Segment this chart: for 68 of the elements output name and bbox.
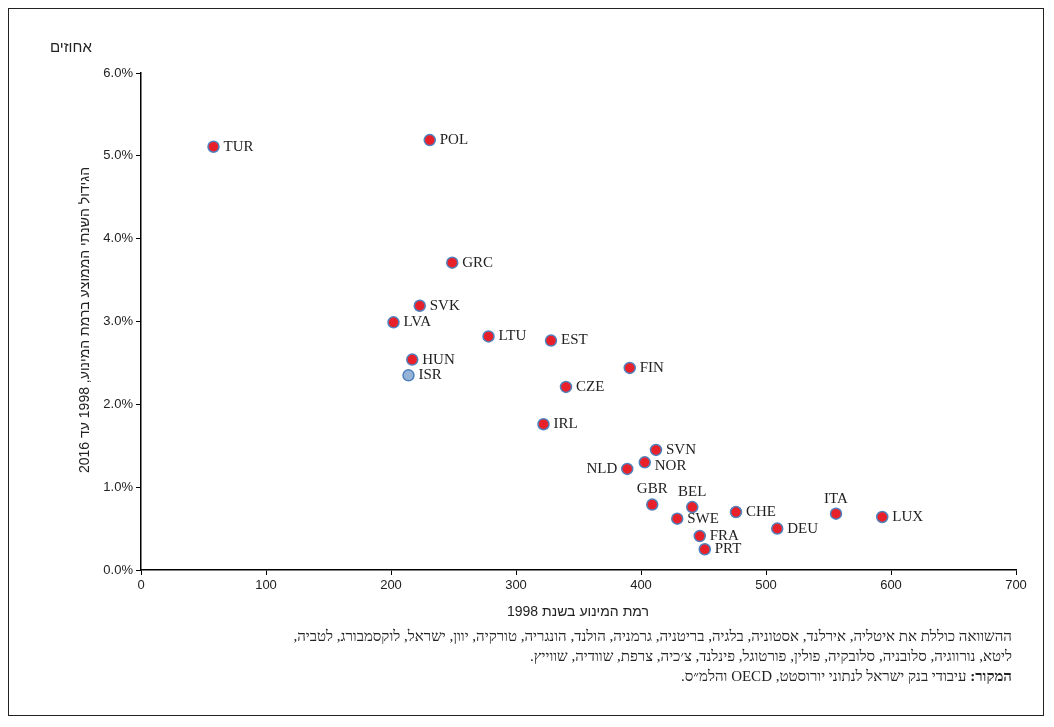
x-tick-label: 700: [1005, 577, 1027, 593]
series-label: ITA: [824, 489, 849, 506]
series-label: FRA: [709, 526, 740, 543]
point: [876, 510, 889, 524]
series-label: GRC: [462, 253, 494, 270]
point: [402, 369, 415, 382]
text: ההשוואה כוללת את איטליה, אירלנד, אסטוניה, בלגיה, בריטניה, גרמניה, הולנד, הונגריה, טורקיה, יוון, ישראל, לוקסמבורג, לטביה, ליטא, נורווגיה, סלובניה, סלובקיה, פולין, פורטוגל, פינלנד, צ׳כיה, צרפת, שוודיה, שווייץ.: [292, 627, 1012, 666]
series-label: LVA: [403, 313, 432, 330]
x-tick-label: 300: [505, 577, 527, 593]
point: [423, 133, 436, 147]
series-label: NOR: [654, 457, 687, 474]
point: [698, 543, 711, 556]
series-label: POL: [439, 131, 469, 148]
point: [537, 417, 550, 431]
series-label: ISR: [418, 366, 442, 383]
point: [482, 330, 495, 343]
point: [686, 500, 699, 514]
x-tick-label: 400: [630, 577, 652, 593]
series-label: TUR: [223, 137, 254, 154]
point: [387, 316, 400, 329]
series-label: LTU: [498, 327, 527, 344]
series-label: DEU: [787, 519, 819, 536]
y-tick-label: 1.0%: [103, 478, 134, 494]
series-label: LUX: [892, 507, 924, 524]
point: [559, 380, 573, 394]
point: [406, 353, 419, 366]
series-label: SVN: [666, 440, 697, 457]
x-tick-label: 600: [880, 577, 902, 593]
point: [623, 361, 636, 375]
point: [638, 456, 651, 469]
y-tick-label: 0.0%: [103, 561, 134, 577]
y-tick-label: 3.0%: [103, 313, 134, 329]
point: [413, 299, 426, 313]
x-tick-label: 100: [255, 577, 277, 593]
y-tick-label: 6.0%: [103, 64, 134, 80]
chart-subtitle: אחוזים: [50, 38, 92, 55]
series-label: SVK: [429, 296, 460, 313]
x-tick-label: 0: [137, 577, 145, 593]
point: [621, 462, 634, 476]
series-label: NLD: [586, 459, 618, 476]
point: [829, 507, 843, 520]
y-tick-label: 2.0%: [103, 395, 134, 411]
point: [693, 529, 706, 543]
point: [671, 512, 684, 525]
text: המקור: עיבודי בנק ישראל לנתוני יורוסטט, OECD והלמ״ס.: [681, 668, 1012, 684]
series-label: FIN: [639, 358, 665, 375]
x-tick-label: 200: [380, 577, 402, 593]
y-axis-title: הגידול השנתי הממוצע ברמת המינוע, 1998 עד 2016: [76, 166, 92, 474]
x-tick-label: 500: [755, 577, 777, 593]
series-label: HUN: [422, 350, 455, 367]
point: [544, 334, 558, 347]
point: [729, 505, 743, 519]
x-axis-title: רמת המינוע בשנת 1998: [507, 603, 649, 619]
series-label: SWE: [687, 509, 719, 526]
y-tick-label: 5.0%: [103, 147, 134, 163]
point: [446, 256, 459, 269]
point: [649, 443, 663, 457]
series-label: GBR: [636, 480, 668, 497]
series-label: CZE: [576, 377, 605, 394]
series-label: IRL: [553, 415, 578, 432]
series-label: EST: [561, 331, 588, 348]
point: [207, 140, 220, 153]
series-label: CHE: [746, 502, 776, 519]
series-label: PRT: [714, 540, 742, 557]
series-label: BEL: [678, 482, 707, 499]
point: [771, 522, 784, 535]
y-tick-label: 4.0%: [103, 230, 134, 246]
point: [646, 498, 659, 511]
